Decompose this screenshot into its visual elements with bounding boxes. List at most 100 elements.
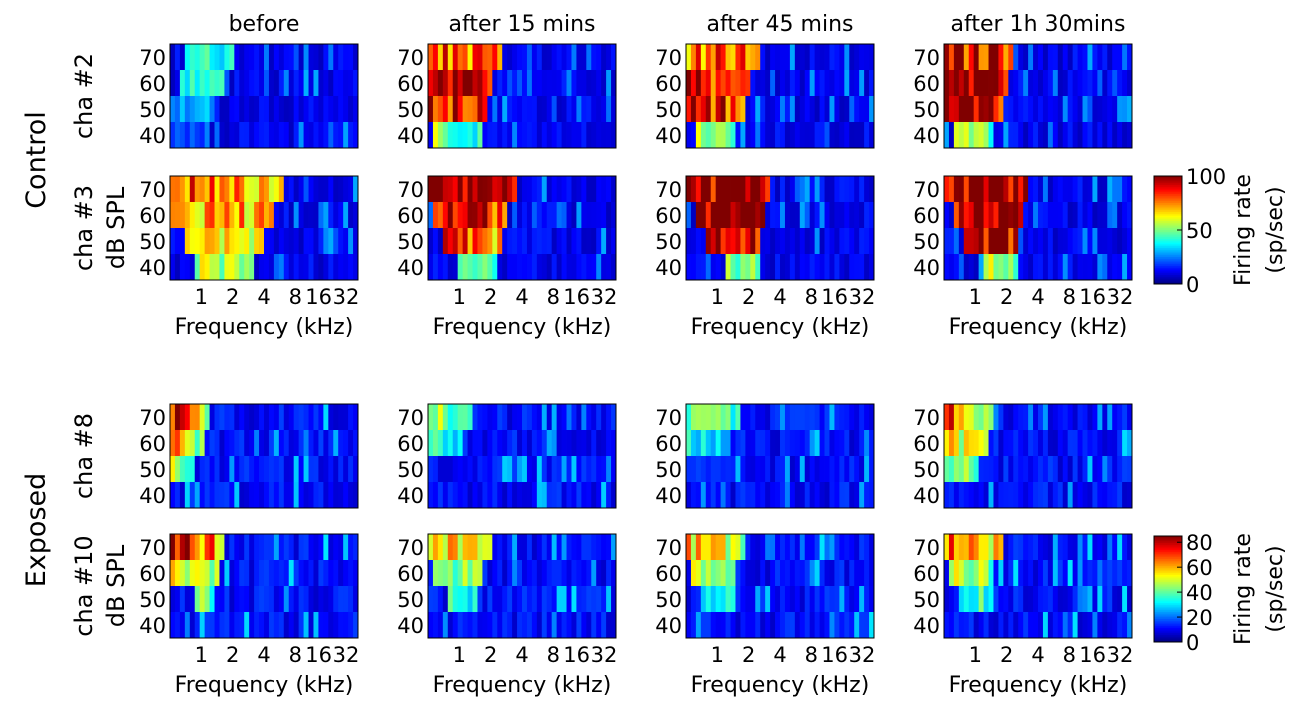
heatmap-cell: [556, 612, 562, 639]
heatmap-cell: [1018, 612, 1024, 639]
heatmap-cell: [437, 176, 444, 203]
heatmap-cell: [953, 96, 960, 123]
heatmap-cell: [814, 404, 820, 431]
heatmap-cell: [750, 612, 756, 639]
panel-frame: [943, 403, 1133, 509]
heatmap-cell: [477, 202, 483, 229]
heatmap-cell: [864, 202, 870, 229]
heatmap-cell: [457, 534, 464, 561]
heatmap-cell: [313, 534, 319, 561]
heatmap-cell: [472, 70, 478, 97]
y-tick-label: 70: [397, 406, 424, 430]
heatmap-cell: [968, 534, 975, 561]
heatmap-cell: [576, 70, 582, 97]
heatmap-cell: [551, 122, 558, 149]
heatmap-cell: [229, 228, 235, 255]
heatmap-cell: [244, 202, 250, 229]
heatmap-cell: [789, 586, 796, 613]
heatmap-cell: [809, 122, 816, 149]
heatmap-cell: [839, 586, 845, 613]
heatmap-cell: [214, 202, 220, 229]
heatmap-cell: [705, 228, 712, 255]
heatmap-cell: [809, 456, 816, 483]
heatmap-cell: [1003, 122, 1009, 149]
heatmap-cell: [1008, 70, 1014, 97]
heatmap-cell: [219, 404, 225, 431]
heatmap-cell: [988, 404, 994, 431]
heatmap-cell: [1127, 122, 1133, 149]
heatmap-cell: [288, 586, 295, 613]
heatmap-cell: [1042, 560, 1049, 587]
heatmap-cell: [750, 96, 756, 123]
heatmap-cell: [819, 404, 825, 431]
heatmap-cell: [983, 430, 989, 457]
heatmap-cell: [1018, 456, 1024, 483]
heatmap-cell: [268, 612, 275, 639]
heatmap-cell: [323, 560, 329, 587]
heatmap-cell: [199, 534, 206, 561]
heatmap-cell: [244, 70, 250, 97]
heatmap-cell: [720, 70, 726, 97]
heatmap-cell: [254, 612, 260, 639]
heatmap-cell: [963, 202, 970, 229]
heatmap-cell: [487, 586, 493, 613]
heatmap-cell: [725, 534, 731, 561]
heatmap-cell: [224, 586, 230, 613]
heatmap-cell: [507, 228, 513, 255]
heatmap-cell: [199, 122, 206, 149]
heatmap-cell: [1042, 612, 1049, 639]
heatmap-cell: [591, 456, 597, 483]
heatmap-cell: [472, 586, 478, 613]
heatmap-cell: [735, 202, 741, 229]
heatmap-cell: [998, 96, 1004, 123]
heatmap-cell: [566, 560, 572, 587]
heatmap-cell: [209, 586, 215, 613]
heatmap-cell: [556, 430, 562, 457]
heatmap-cell: [1028, 228, 1034, 255]
heatmap-cell: [586, 254, 592, 281]
heatmap-cell: [308, 534, 314, 561]
heatmap-cell: [561, 176, 567, 203]
heatmap-cell: [953, 44, 960, 71]
heatmap-cell: [958, 534, 965, 561]
heatmap-cell: [789, 482, 796, 509]
heatmap-cell: [1087, 586, 1093, 613]
colorbar-segment: [1154, 213, 1182, 217]
heatmap-cell: [338, 482, 344, 509]
heatmap-cell: [983, 96, 989, 123]
heatmap-cell: [551, 456, 558, 483]
y-tick-label: 50: [139, 458, 166, 482]
heatmap-cell: [814, 202, 820, 229]
heatmap-cell: [745, 44, 751, 71]
heatmap-cell: [1112, 534, 1118, 561]
heatmap-cell: [333, 228, 339, 255]
heatmap-cell: [804, 44, 811, 71]
y-tick-label: 60: [139, 204, 166, 228]
y-tick-label: 40: [913, 256, 940, 280]
heatmap-cell: [755, 586, 761, 613]
colorbar-segment: [1154, 606, 1182, 609]
heatmap-cell: [323, 586, 329, 613]
heatmap-cell: [482, 70, 488, 97]
heatmap-cell: [775, 176, 781, 203]
heatmap-cell: [189, 122, 196, 149]
heatmap-cell: [953, 404, 960, 431]
heatmap-cell: [958, 456, 965, 483]
heatmap-cell: [1097, 430, 1103, 457]
heatmap-cell: [1028, 96, 1034, 123]
panel-frame: [427, 43, 617, 149]
colorbar-segment: [1154, 206, 1182, 209]
heatmap-cell: [859, 202, 865, 229]
heatmap-cell: [437, 404, 444, 431]
heatmap-cell: [1082, 612, 1088, 639]
heatmap-cell: [308, 202, 314, 229]
heatmap-cell: [303, 586, 309, 613]
heatmap-cell: [343, 404, 349, 431]
heatmap-cell: [179, 404, 186, 431]
heatmap-cell: [254, 586, 260, 613]
heatmap-cell: [571, 202, 577, 229]
heatmap-cell: [1122, 70, 1128, 97]
heatmap-panel: [685, 175, 875, 281]
heatmap-cell: [432, 70, 439, 97]
heatmap-cell: [581, 96, 587, 123]
